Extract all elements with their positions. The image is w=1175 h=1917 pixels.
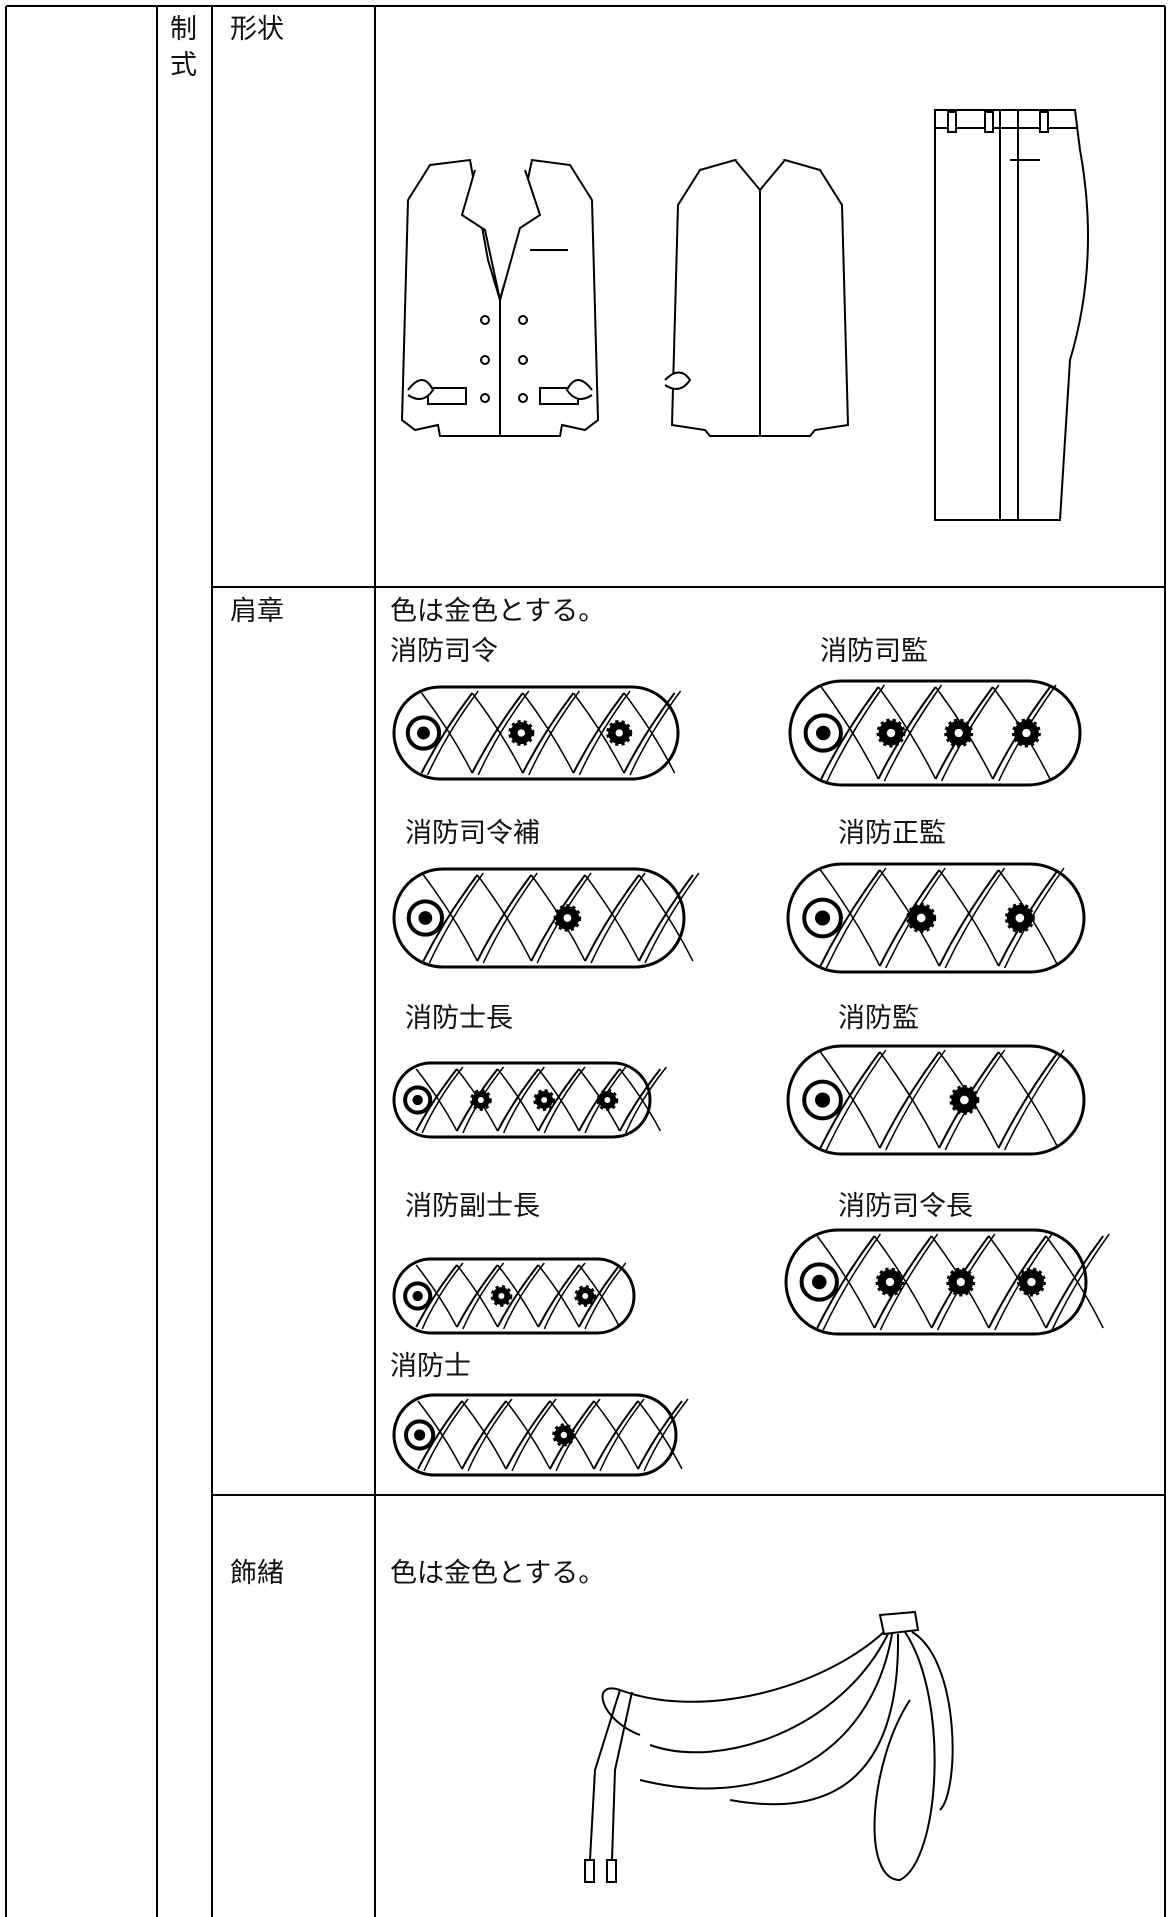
epaulette	[392, 1061, 667, 1139]
rank-label: 消防士長	[405, 1003, 513, 1034]
uniform-drawing	[400, 109, 1089, 1883]
epaulette	[786, 1044, 1086, 1156]
rank-label: 消防副士長	[405, 1191, 540, 1222]
epaulette	[784, 1228, 1110, 1336]
row-label: 飾緒	[230, 1558, 284, 1589]
epaulettes	[392, 679, 1110, 1477]
note: 色は金色とする。	[390, 596, 606, 627]
rank-label: 消防監	[838, 1003, 919, 1034]
rank-label: 消防司令補	[405, 818, 540, 849]
epaulette	[392, 1393, 689, 1477]
category-char: 制	[170, 14, 197, 45]
row-label: 肩章	[230, 596, 284, 627]
category-char: 式	[170, 50, 197, 81]
rank-label: 消防士	[390, 1351, 471, 1382]
table-lines	[5, 5, 1166, 1917]
rank-label: 消防司監	[820, 636, 928, 667]
epaulette	[392, 867, 700, 969]
epaulette	[788, 679, 1082, 787]
rank-label: 消防司令長	[838, 1191, 973, 1222]
row-label: 形状	[230, 14, 284, 45]
epaulette	[392, 1257, 636, 1335]
epaulette	[392, 685, 682, 781]
epaulette	[786, 862, 1086, 974]
rank-label: 消防司令	[390, 636, 498, 667]
rank-label: 消防正監	[838, 818, 946, 849]
note: 色は金色とする。	[390, 1558, 606, 1589]
